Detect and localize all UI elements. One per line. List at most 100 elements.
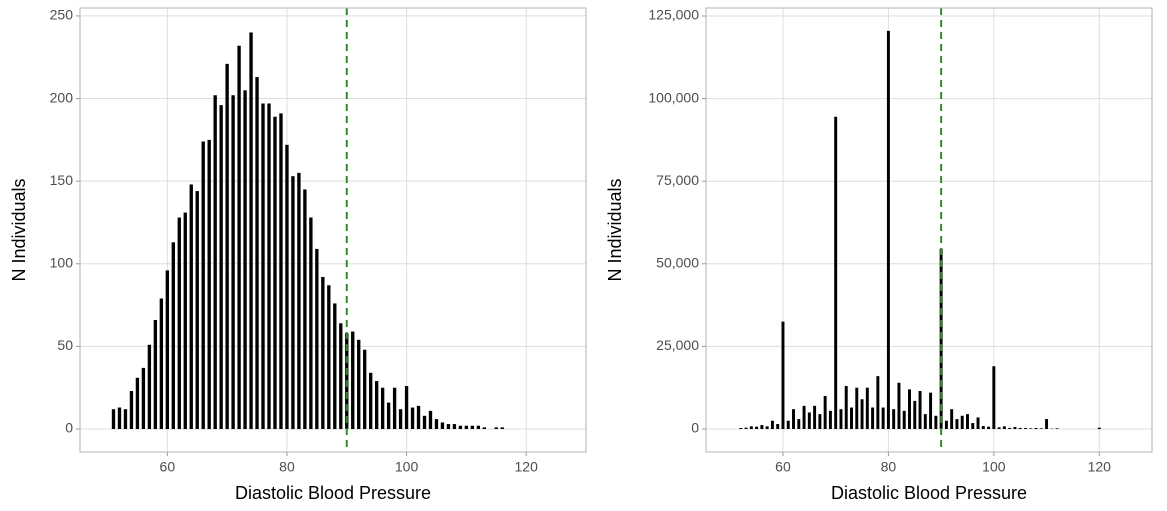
bar: [447, 424, 450, 429]
bar: [219, 105, 222, 429]
bar: [850, 408, 853, 429]
bar: [1003, 426, 1006, 429]
panel-border: [706, 8, 1152, 452]
bar: [908, 389, 911, 429]
y-axis-title: N Individuals: [605, 178, 625, 281]
bar: [1045, 419, 1048, 429]
bar: [919, 391, 922, 429]
bar: [929, 393, 932, 429]
bar: [381, 388, 384, 429]
bar: [369, 373, 372, 429]
bar: [739, 428, 742, 429]
bar: [411, 408, 414, 429]
bar: [459, 426, 462, 429]
bar: [483, 427, 486, 429]
bar: [829, 411, 832, 429]
bar: [845, 386, 848, 429]
bar: [375, 381, 378, 429]
bar: [824, 396, 827, 429]
x-tick-label: 100: [395, 459, 419, 475]
y-tick-label: 0: [691, 420, 699, 436]
bar: [309, 218, 312, 430]
bar: [261, 104, 264, 430]
bar: [1098, 428, 1101, 429]
bar: [966, 414, 969, 429]
bar: [453, 424, 456, 429]
bar: [797, 419, 800, 429]
bar: [792, 409, 795, 429]
bar: [471, 426, 474, 429]
bar: [154, 320, 157, 429]
x-tick-label: 120: [515, 459, 539, 475]
bar: [429, 411, 432, 429]
bar: [501, 427, 504, 429]
x-tick-label: 120: [1088, 459, 1112, 475]
bar: [971, 423, 974, 429]
bar: [495, 427, 498, 429]
bar: [255, 77, 258, 429]
bar: [1008, 428, 1011, 429]
bar: [351, 332, 354, 429]
bar: [291, 176, 294, 429]
bar: [855, 388, 858, 429]
bar: [866, 388, 869, 429]
bar: [781, 322, 784, 429]
bar: [776, 424, 779, 429]
y-tick-label: 250: [50, 7, 74, 23]
bar: [285, 145, 288, 429]
bar: [961, 416, 964, 429]
y-tick-label: 100: [50, 254, 74, 270]
bar: [112, 409, 115, 429]
bar: [333, 303, 336, 429]
x-tick-label: 60: [775, 459, 791, 475]
bar: [387, 403, 390, 429]
bar: [903, 411, 906, 429]
bar: [231, 95, 234, 429]
bar: [839, 409, 842, 429]
bar: [750, 426, 753, 429]
y-tick-label: 125,000: [648, 7, 699, 23]
bar: [130, 391, 133, 429]
bar: [405, 386, 408, 429]
bar: [1019, 428, 1022, 429]
bar: [977, 417, 980, 429]
bar: [1029, 428, 1032, 429]
bar: [124, 409, 127, 429]
bar: [339, 323, 342, 429]
y-tick-label: 150: [50, 172, 74, 188]
bar: [321, 277, 324, 429]
bar: [992, 366, 995, 429]
bar: [924, 414, 927, 429]
bar: [876, 376, 879, 429]
bar: [279, 113, 282, 429]
bar: [267, 104, 270, 430]
bar: [118, 408, 121, 429]
bar: [178, 218, 181, 430]
bar: [755, 427, 758, 429]
bar: [172, 242, 175, 429]
bar: [818, 414, 821, 429]
bar: [249, 32, 252, 429]
bar: [950, 409, 953, 429]
bar: [237, 46, 240, 429]
bar: [208, 140, 211, 429]
bar: [184, 213, 187, 429]
bar: [196, 191, 199, 429]
bar: [892, 409, 895, 429]
bar: [987, 427, 990, 429]
bar: [787, 421, 790, 429]
bar: [243, 90, 246, 429]
x-tick-label: 60: [160, 459, 176, 475]
bar: [871, 408, 874, 429]
y-tick-label: 50: [57, 337, 73, 353]
bar: [1035, 428, 1038, 429]
bar: [913, 401, 916, 429]
bar: [998, 427, 1001, 429]
y-tick-label: 200: [50, 89, 74, 105]
bar: [297, 173, 300, 429]
bar: [213, 95, 216, 429]
y-tick-label: 50,000: [656, 255, 699, 271]
bar: [897, 383, 900, 429]
